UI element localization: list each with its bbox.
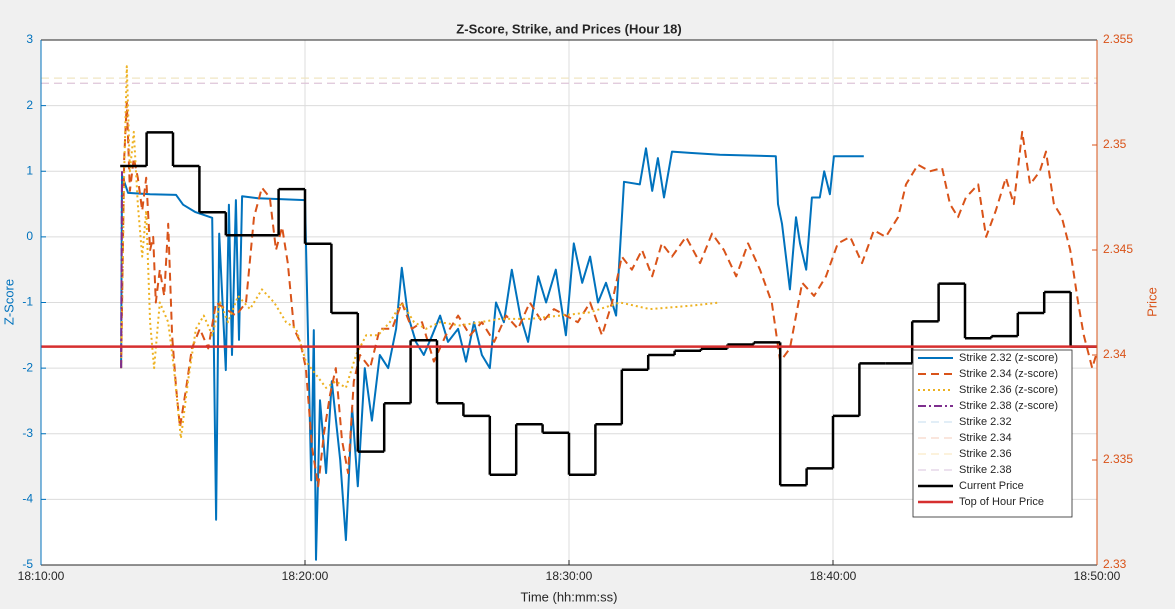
- legend-label: Current Price: [959, 480, 1024, 492]
- y2-tick-label: 2.34: [1103, 347, 1127, 361]
- legend: Strike 2.32 (z-score) Strike 2.34 (z-scor…: [912, 349, 1073, 518]
- y2-tick-label: 2.345: [1103, 242, 1133, 256]
- legend-label: Top of Hour Price: [959, 496, 1044, 508]
- legend-box: [912, 349, 1073, 518]
- y2-tick-label: 2.35: [1103, 137, 1127, 151]
- chart-title: Z-Score, Strike, and Prices (Hour 18): [456, 21, 681, 36]
- legend-label: Strike 2.36 (z-score): [959, 384, 1058, 396]
- series-line: [120, 171, 123, 369]
- legend-label: Strike 2.36: [959, 448, 1012, 460]
- legend-label: Strike 2.34 (z-score): [959, 368, 1058, 380]
- y-tick-label: -3: [22, 426, 33, 440]
- series-line: [120, 101, 1097, 488]
- x-tick-label: 18:20:00: [282, 569, 329, 583]
- legend-label: Strike 2.38: [959, 464, 1012, 476]
- y-tick-label: -5: [22, 557, 33, 571]
- x-axis-label: Time (hh:mm:ss): [520, 589, 617, 604]
- y-tick-label: -2: [22, 360, 33, 374]
- legend-label: Strike 2.34: [959, 432, 1012, 444]
- axes: 18:10:00 18:20:00 18:30:00 18:40:00 18:50:00…: [18, 32, 1134, 583]
- series-line: [120, 147, 864, 561]
- legend-label: Strike 2.32: [959, 416, 1012, 428]
- legend-label: Strike 2.38 (z-score): [959, 400, 1058, 412]
- y-tick-label: 2: [26, 98, 33, 112]
- y-tick-label: 0: [26, 229, 33, 243]
- plot-lines: [41, 65, 1097, 561]
- y2-axis-label: Price: [1144, 287, 1159, 317]
- y-tick-label: -4: [22, 492, 33, 506]
- legend-label: Strike 2.32 (z-score): [959, 352, 1058, 364]
- y-tick-label: -1: [22, 295, 33, 309]
- x-tick-label: 18:50:00: [1074, 569, 1121, 583]
- series-line: [120, 65, 721, 440]
- y2-tick-label: 2.355: [1103, 32, 1133, 46]
- x-tick-label: 18:30:00: [546, 569, 593, 583]
- x-tick-label: 18:10:00: [18, 569, 65, 583]
- y2-tick-label: 2.33: [1103, 557, 1127, 571]
- y2-tick-label: 2.335: [1103, 452, 1133, 466]
- x-tick-label: 18:40:00: [810, 569, 857, 583]
- y-tick-label: 1: [26, 163, 33, 177]
- y-axis-label: Z-Score: [1, 279, 16, 325]
- y-tick-label: 3: [26, 32, 33, 46]
